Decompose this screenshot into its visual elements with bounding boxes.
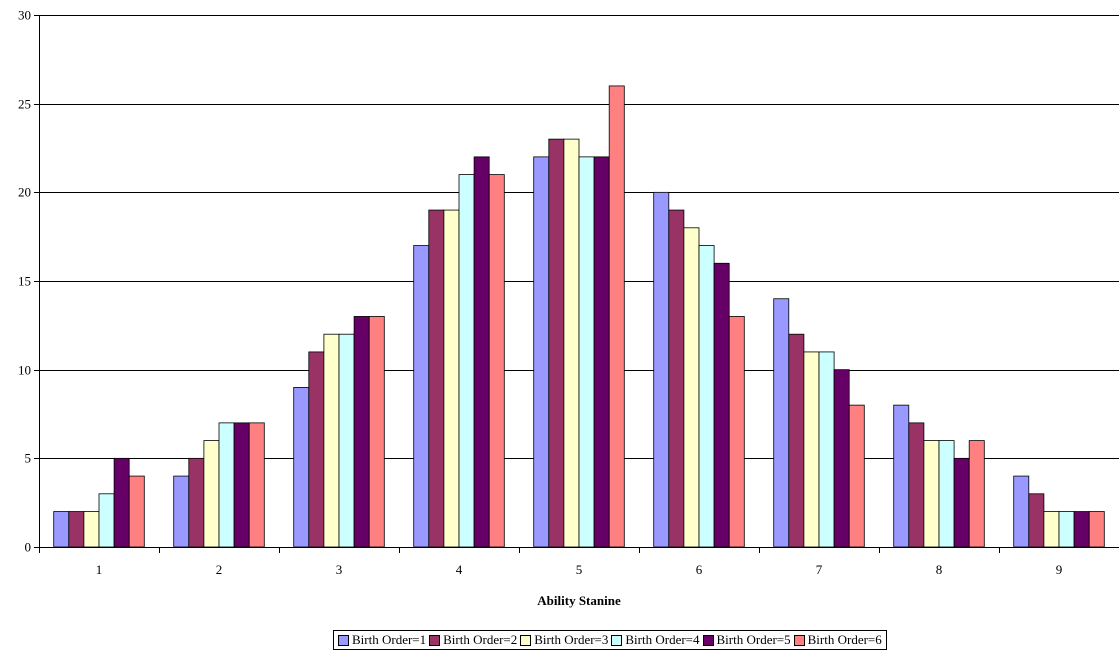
legend-label: Birth Order=6 [807, 632, 882, 647]
legend-item: Birth Order=3 [520, 632, 608, 648]
y-tick-label: 20 [18, 185, 31, 200]
bar [98, 493, 115, 548]
y-tick-label: 30 [18, 8, 31, 23]
bar [773, 298, 790, 548]
bar [413, 245, 430, 548]
y-tick-label: 25 [18, 97, 31, 112]
bar [218, 422, 235, 548]
bar [53, 511, 70, 548]
bar [203, 440, 220, 548]
y-tick-label: 5 [25, 451, 32, 466]
bar [353, 316, 370, 548]
bar [1043, 511, 1060, 548]
bar [668, 209, 685, 548]
legend-item: Birth Order=5 [702, 632, 791, 648]
bar [833, 369, 850, 548]
bar [608, 85, 625, 548]
legend-label: Birth Order=3 [534, 632, 609, 647]
bar [818, 351, 835, 548]
bar [233, 422, 250, 548]
bar [713, 262, 730, 548]
x-tick-label: 4 [456, 562, 463, 577]
x-tick-label: 1 [96, 562, 103, 577]
legend: Birth Order=1 Birth Order=2 Birth Order=3 B… [333, 630, 887, 650]
bar [173, 475, 190, 548]
x-tick-label: 8 [936, 562, 943, 577]
x-tick-label: 6 [696, 562, 703, 577]
legend-item: Birth Order=2 [429, 632, 517, 648]
axes: 0 5 10 15 20 25 30 1 2 3 4 5 6 7 8 9 [18, 8, 1119, 577]
bar [83, 511, 100, 548]
legend-swatch [702, 634, 714, 646]
bar [908, 422, 925, 548]
legend-swatch [429, 634, 441, 646]
bar [1073, 511, 1090, 548]
legend-item: Birth Order=4 [611, 632, 700, 648]
bar [428, 209, 445, 548]
bar [578, 156, 595, 548]
x-tick-label: 2 [216, 562, 223, 577]
bar [323, 333, 340, 548]
bar [113, 457, 130, 548]
bar [683, 227, 700, 548]
bar [953, 457, 970, 548]
bar [1058, 511, 1075, 548]
legend-label: Birth Order=5 [716, 632, 791, 647]
x-axis-title: Ability Stanine [537, 593, 621, 608]
bar [68, 511, 85, 548]
x-tick-label: 5 [576, 562, 583, 577]
bar [188, 457, 205, 548]
bars [53, 85, 1105, 548]
legend-label: Birth Order=1 [352, 632, 427, 647]
y-tick-label: 10 [18, 363, 31, 378]
bar [548, 138, 565, 548]
bar [788, 333, 805, 548]
bar [803, 351, 820, 548]
bar [293, 386, 310, 548]
bar [893, 404, 910, 548]
bar [968, 440, 985, 548]
bar [1013, 475, 1030, 548]
bar [308, 351, 325, 548]
bar [533, 156, 550, 548]
bar-chart: 0 5 10 15 20 25 30 1 2 3 4 5 6 7 8 9 Ability Stanine [18, 8, 1119, 608]
bar [368, 316, 385, 548]
bar [698, 245, 715, 548]
bar [1088, 511, 1105, 548]
legend-swatch [338, 634, 349, 646]
bar [848, 404, 865, 548]
legend-swatch [611, 634, 623, 646]
bar [1028, 493, 1045, 548]
y-tick-label: 0 [25, 540, 32, 555]
bar [128, 475, 145, 548]
bar [458, 174, 475, 548]
bar [728, 316, 745, 548]
y-tick-label: 15 [18, 274, 31, 289]
x-tick-label: 9 [1056, 562, 1063, 577]
bar [488, 174, 505, 548]
bar [473, 156, 490, 548]
x-tick-label: 7 [816, 562, 823, 577]
legend-label: Birth Order=4 [625, 632, 700, 647]
legend-item: Birth Order=6 [793, 632, 882, 648]
bar [248, 422, 265, 548]
bar [338, 333, 355, 548]
legend-item: Birth Order=1 [338, 632, 426, 648]
bar [563, 138, 580, 548]
legend-swatch [520, 634, 532, 646]
bar [653, 191, 670, 548]
legend-label: Birth Order=2 [443, 632, 518, 647]
legend-swatch [793, 634, 805, 646]
bar [923, 440, 940, 548]
bar [593, 156, 610, 548]
x-tick-label: 3 [336, 562, 343, 577]
bar [938, 440, 955, 548]
bar [443, 209, 460, 548]
